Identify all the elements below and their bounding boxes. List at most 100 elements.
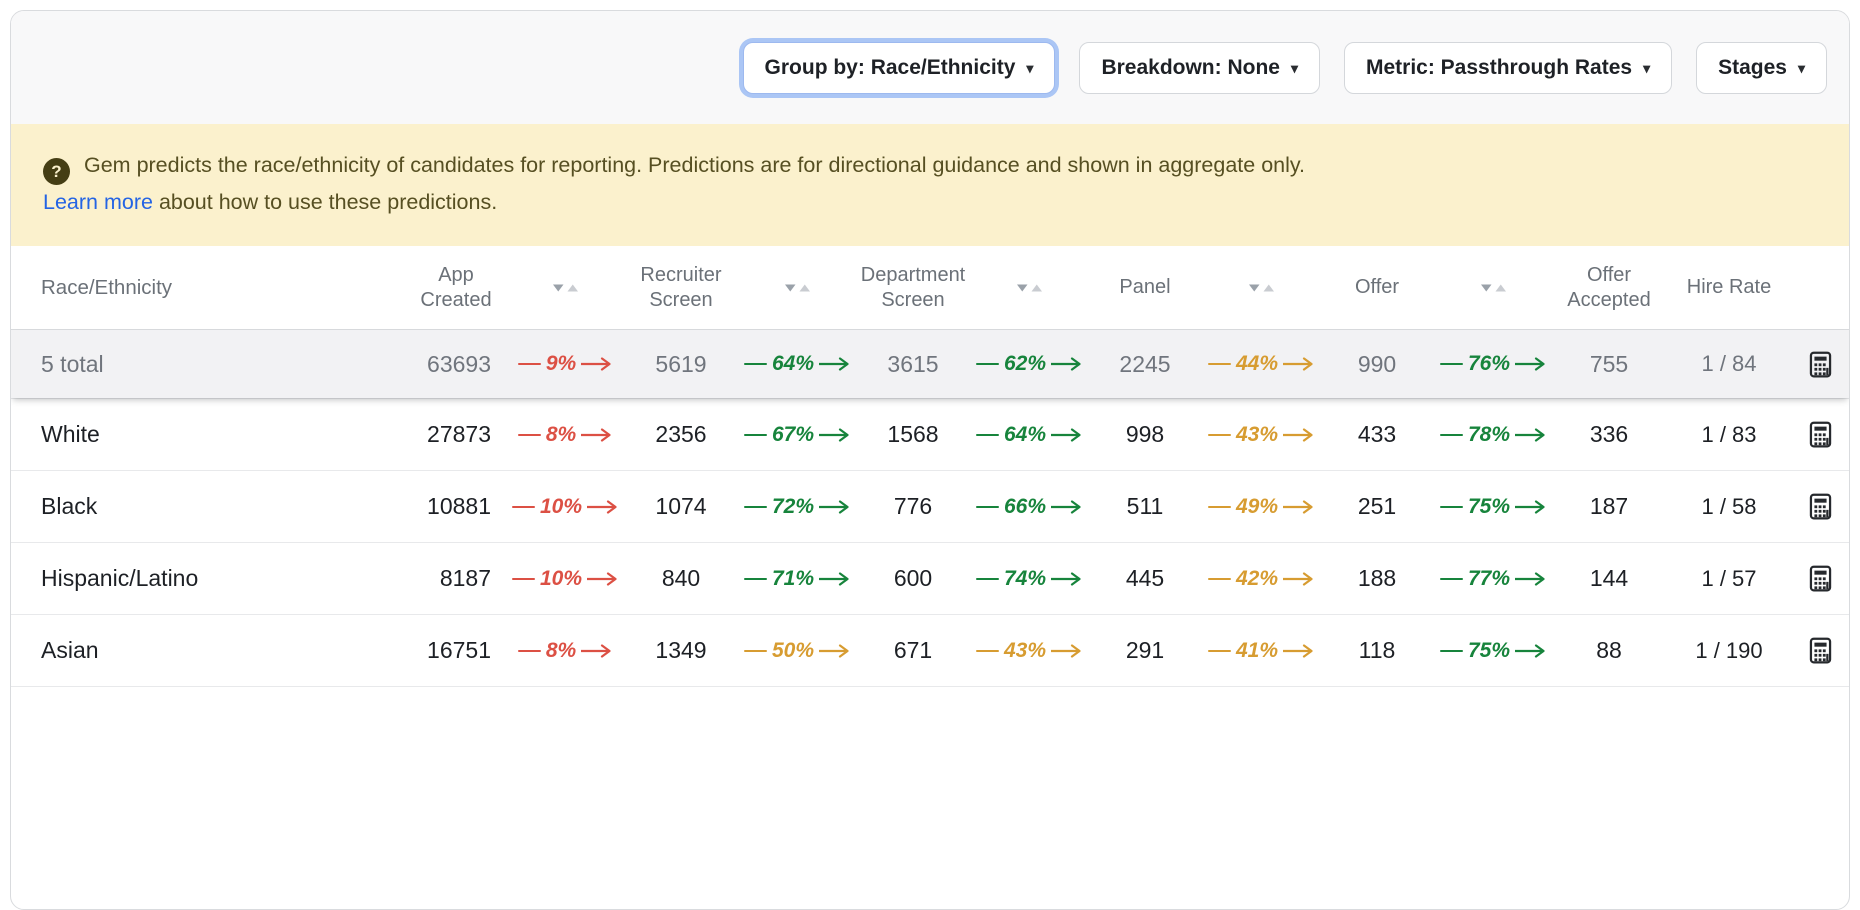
calculator-icon[interactable] [1791, 421, 1849, 448]
sort-icon-panel[interactable] [1203, 283, 1319, 293]
sort-icon-offer[interactable] [1435, 283, 1551, 293]
calculator-icon[interactable] [1791, 637, 1849, 664]
passthrough-rate: 77% [1435, 567, 1551, 591]
row-label: Asian [41, 637, 99, 664]
passthrough-rate: 42% [1203, 567, 1319, 591]
sort-arrows-icon [784, 284, 810, 292]
table-row-hispanic-latino[interactable]: Hispanic/Latino 8187 10% 840 71% 600 74% 445 42%… [11, 542, 1849, 615]
rate-line [743, 433, 767, 436]
rate-line [743, 505, 767, 508]
stage-value: 5619 [655, 350, 707, 377]
calculator-icon[interactable] [1791, 351, 1849, 378]
table-row-black[interactable]: Black 10881 10% 1074 72% 776 66% 511 49% 251 75% 18… [11, 470, 1849, 543]
stage-value: 776 [893, 493, 933, 520]
calculator-icon[interactable] [1791, 493, 1849, 520]
column-header-recruiter-screen[interactable]: Recruiter Screen [640, 263, 722, 311]
sort-icon-department-screen[interactable] [971, 283, 1087, 293]
rate-line [1207, 505, 1231, 508]
rate-line [743, 577, 767, 580]
hire-rate-value: 1 / 83 [1701, 421, 1757, 447]
stage-value: 251 [1357, 493, 1397, 520]
stage-value: 990 [1357, 350, 1397, 377]
stage-value: 118 [1358, 637, 1396, 664]
table-row-total[interactable]: 5 total 63693 9% 5619 64% 3615 62% 2245 44% 990 76… [11, 330, 1849, 399]
stage-value: 1568 [887, 421, 939, 448]
rate-percent: 49% [1235, 494, 1279, 518]
rate-line [1207, 363, 1231, 366]
rate-line [975, 505, 999, 508]
rate-line [1439, 363, 1463, 366]
group-by-dropdown[interactable]: Group by: Race/Ethnicity ▾ [742, 41, 1056, 94]
stage-value: 63693 [427, 350, 491, 377]
stage-value: 1074 [655, 493, 707, 520]
rate-line [511, 577, 535, 580]
rate-percent: 71% [771, 566, 815, 590]
rate-line [975, 577, 999, 580]
column-header-offer[interactable]: Offer [1354, 276, 1400, 299]
column-header-race-ethnicity: Race/Ethnicity [41, 275, 173, 299]
stage-value: 600 [893, 565, 933, 592]
row-label: Hispanic/Latino [41, 565, 199, 592]
table-row-empty [11, 686, 1849, 747]
sort-icon-app-created[interactable] [507, 283, 623, 293]
breakdown-dropdown[interactable]: Breakdown: None ▾ [1079, 41, 1320, 94]
column-header-department-screen[interactable]: Department Screen [860, 263, 966, 311]
rate-percent: 43% [1235, 422, 1279, 446]
chevron-down-icon: ▾ [1290, 60, 1298, 76]
rate-percent: 62% [1003, 352, 1047, 376]
passthrough-rate: 8% [507, 639, 623, 663]
stage-value: 2245 [1119, 350, 1171, 377]
sort-icon-recruiter-screen[interactable] [739, 283, 855, 293]
rate-percent: 44% [1235, 352, 1279, 376]
learn-more-link[interactable]: Learn more [43, 190, 153, 215]
sort-arrows-icon [552, 284, 578, 292]
calculator-icon[interactable] [1791, 565, 1849, 592]
row-label: White [41, 421, 100, 448]
stage-value: 291 [1125, 637, 1165, 664]
column-header-panel[interactable]: Panel [1119, 276, 1171, 299]
stage-value: 2356 [655, 421, 707, 448]
help-icon: ? [43, 158, 70, 186]
hire-rate-value: 1 / 57 [1701, 565, 1757, 591]
rate-line [975, 363, 999, 366]
metric-dropdown[interactable]: Metric: Passthrough Rates ▾ [1344, 41, 1673, 94]
rate-line [1207, 433, 1231, 436]
rate-line [743, 649, 767, 652]
rate-percent: 75% [1467, 494, 1511, 518]
passthrough-rate: 43% [1203, 423, 1319, 447]
rate-percent: 74% [1003, 566, 1047, 590]
stage-value: 511 [1126, 493, 1164, 520]
rate-percent: 10% [539, 494, 583, 518]
stage-value: 88 [1596, 637, 1622, 664]
banner-line-1: ? Gem predicts the race/ethnicity of cand… [43, 148, 1817, 186]
passthrough-rate: 72% [739, 495, 855, 519]
stage-value: 188 [1357, 565, 1397, 592]
rate-percent: 67% [771, 422, 815, 446]
metric-label: Metric: Passthrough Rates [1366, 55, 1633, 79]
rate-line [1439, 505, 1463, 508]
hire-rate-value: 1 / 84 [1701, 351, 1757, 377]
stage-value: 10881 [427, 493, 491, 520]
passthrough-rate: 43% [971, 639, 1087, 663]
prediction-disclaimer-banner: ? Gem predicts the race/ethnicity of cand… [11, 124, 1849, 247]
rate-line [975, 433, 999, 436]
sort-arrows-icon [1016, 284, 1042, 292]
passthrough-rate: 62% [971, 352, 1087, 376]
rate-line [975, 649, 999, 652]
rate-percent: 76% [1467, 352, 1511, 376]
passthrough-rate: 41% [1203, 639, 1319, 663]
rate-percent: 77% [1467, 566, 1511, 590]
rate-percent: 78% [1467, 422, 1511, 446]
rate-percent: 41% [1235, 638, 1279, 662]
stage-value: 27873 [427, 421, 491, 448]
passthrough-rate: 10% [507, 567, 623, 591]
column-header-app-created[interactable]: App Created [420, 263, 492, 311]
stage-value: 187 [1589, 493, 1629, 520]
stages-label: Stages [1718, 55, 1787, 79]
stages-dropdown[interactable]: Stages ▾ [1696, 41, 1827, 94]
stage-value: 8187 [439, 565, 491, 592]
toolbar: Group by: Race/Ethnicity ▾ Breakdown: No… [11, 11, 1849, 124]
passthrough-rate: 9% [507, 352, 623, 376]
table-row-asian[interactable]: Asian 16751 8% 1349 50% 671 43% 291 41% 118 75% 88 1… [11, 614, 1849, 687]
table-row-white[interactable]: White 27873 8% 2356 67% 1568 64% 998 43% 433 78% 33… [11, 398, 1849, 471]
